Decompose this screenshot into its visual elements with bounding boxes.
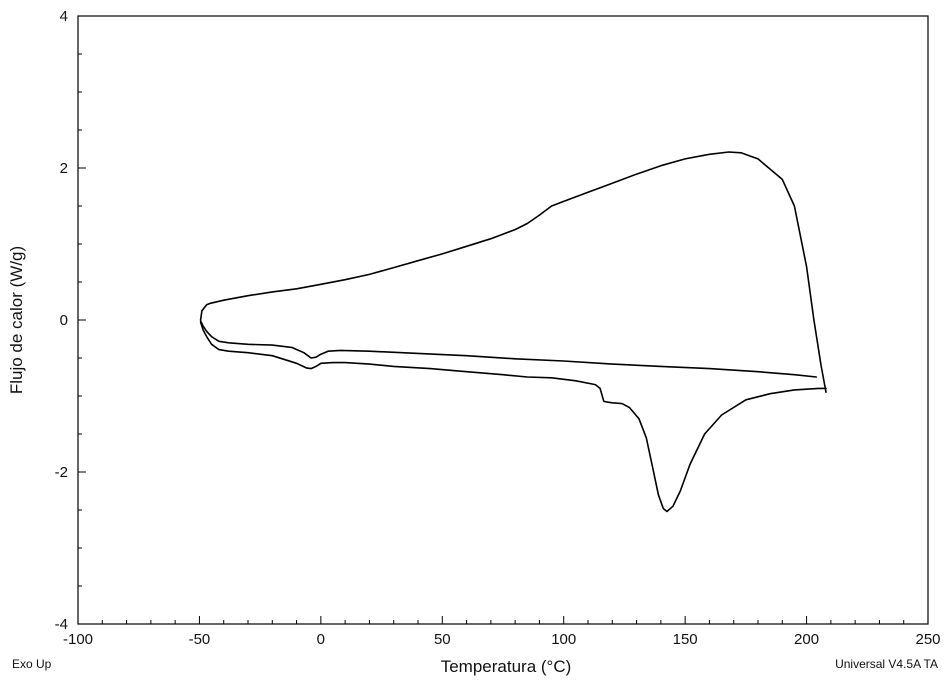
y-tick-label: 4 <box>60 8 68 25</box>
y-tick-label: 2 <box>60 160 68 177</box>
y-axis-title: Flujo de calor (W/g) <box>7 246 26 394</box>
series-lines <box>199 151 827 513</box>
x-tick-label: -50 <box>189 631 211 648</box>
x-axis-title: Temperatura (°C) <box>441 657 572 676</box>
y-tick-label: -4 <box>55 616 68 633</box>
x-tick-label: 0 <box>317 631 325 648</box>
footer-right-label: Universal V4.5A TA <box>835 657 938 671</box>
footer-left-label: Exo Up <box>12 657 52 671</box>
axis-ticks <box>77 15 929 625</box>
x-tick-label: 50 <box>434 631 451 648</box>
series-line-2 <box>199 321 827 513</box>
x-tick-label: 200 <box>794 631 819 648</box>
x-tick-label: 150 <box>673 631 698 648</box>
axis-tick-labels: -100 -50 0 50 100 150 200 250 -4 -2 0 2 4 <box>55 8 941 648</box>
series-line-1 <box>199 151 827 393</box>
x-tick-label: -100 <box>63 631 93 648</box>
x-tick-label: 250 <box>915 631 940 648</box>
plot-frame <box>77 15 929 625</box>
x-tick-label: 100 <box>551 631 576 648</box>
y-tick-label: -2 <box>55 464 68 481</box>
series-line-3 <box>199 320 818 378</box>
y-tick-label: 0 <box>60 312 68 329</box>
